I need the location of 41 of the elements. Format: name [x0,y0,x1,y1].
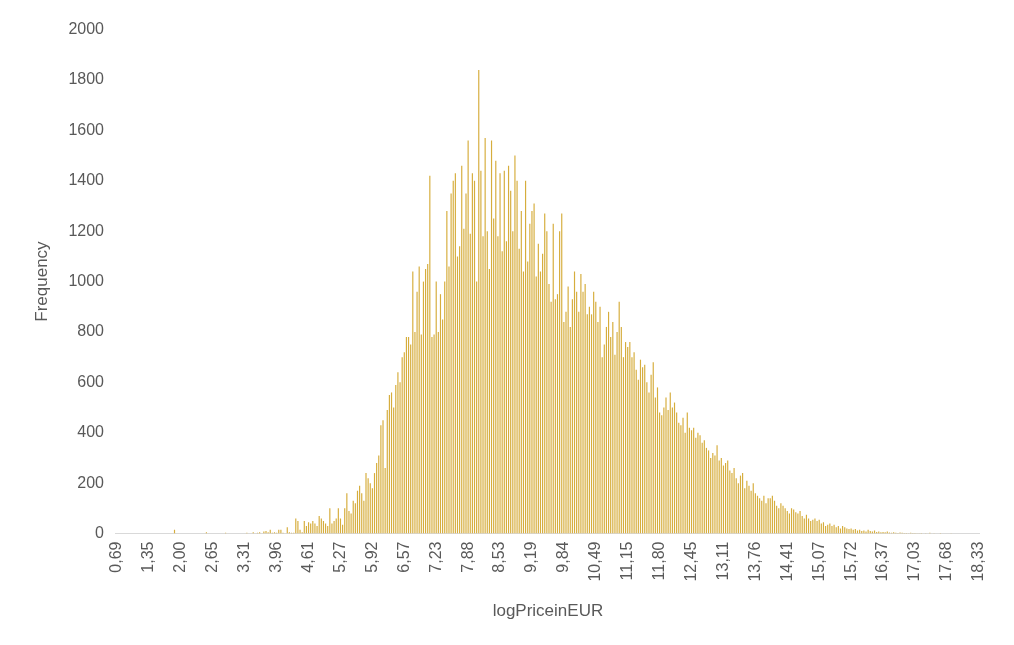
x-tick-label: 11,15 [618,541,636,581]
x-tick-label: 4,61 [298,541,316,573]
x-tick-label: 9,84 [554,541,572,573]
x-tick-label: 3,31 [235,541,253,573]
x-tick-label: 1,35 [139,541,157,573]
y-axis-title: Frequency [31,240,51,322]
x-tick-label: 14,41 [777,541,795,582]
x-tick-label: 13,76 [745,541,763,582]
y-tick-label: 400 [77,423,105,441]
x-tick-label: 0,69 [107,541,125,573]
x-tick-label: 6,57 [394,541,412,573]
x-tick-label: 7,88 [458,541,476,573]
y-tick-label: 600 [77,372,105,390]
x-tick-label: 10,49 [586,541,604,582]
y-tick-label: 200 [77,473,105,491]
y-tick-label: 1200 [68,221,105,239]
x-tick-label: 7,23 [426,541,444,573]
x-tick-label: 2,65 [203,541,221,573]
x-axis-title: logPriceinEUR [492,601,604,621]
y-tick-label: 1600 [68,120,105,138]
x-tick-label: 9,19 [522,541,540,573]
y-tick-label: 0 [95,523,105,541]
y-tick-label: 800 [77,322,105,340]
x-tick-label: 18,33 [969,541,987,582]
x-tick-label: 2,00 [171,541,189,573]
x-tick-label: 5,92 [362,541,380,573]
x-tick-label: 17,03 [905,541,923,582]
x-tick-label: 16,37 [873,541,891,582]
y-tick-label: 1400 [68,171,105,189]
x-tick-label: 5,27 [330,541,348,573]
x-tick-label: 3,96 [267,541,285,573]
y-tick-label: 1800 [68,70,105,88]
x-tick-label: 8,53 [490,541,508,573]
x-tick-label: 15,07 [809,541,827,582]
x-tick-label: 15,72 [841,541,859,582]
x-tick-label: 11,80 [650,541,668,581]
x-tick-label: 17,68 [937,541,955,582]
y-tick-label: 2000 [68,20,105,38]
x-tick-label: 12,45 [681,541,699,582]
x-tick-label: 13,11 [713,541,731,581]
y-tick-label: 1000 [68,271,105,289]
